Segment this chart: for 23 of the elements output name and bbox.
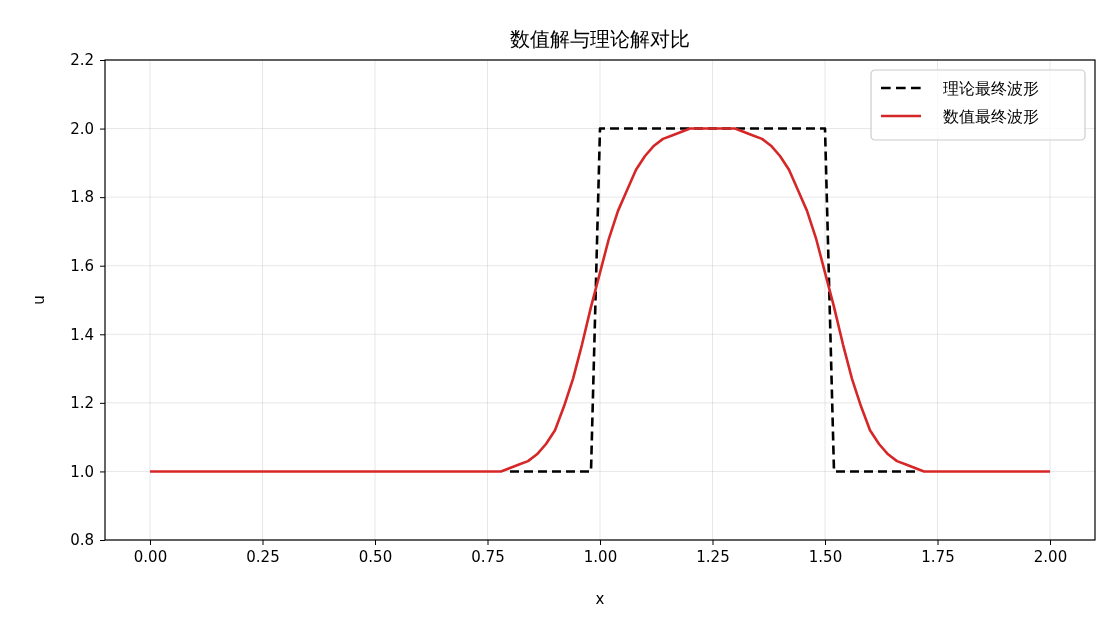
x-tick-label: 1.50 — [808, 547, 843, 566]
x-tick-label: 0.25 — [246, 547, 280, 566]
y-tick-label: 1.2 — [70, 394, 94, 413]
y-tick-label: 2.0 — [70, 119, 94, 138]
x-axis-title: x — [595, 590, 605, 608]
x-tick-label: 0.00 — [133, 547, 168, 566]
legend-label: 理论最终波形 — [943, 79, 1039, 98]
chart-title: 数值解与理论解对比 — [510, 27, 690, 51]
y-tick-label: 1.0 — [70, 462, 94, 481]
x-tick-label: 1.25 — [696, 547, 730, 566]
y-tick-label: 0.8 — [70, 531, 94, 550]
x-tick-label: 1.00 — [583, 547, 618, 566]
y-tick-label: 1.8 — [70, 188, 94, 207]
y-tick-label: 1.4 — [70, 325, 94, 344]
y-tick-label: 1.6 — [70, 257, 94, 276]
x-tick-label: 2.00 — [1033, 547, 1068, 566]
x-tick-label: 0.75 — [471, 547, 505, 566]
line-series — [148, 127, 1052, 473]
y-tick-label: 2.2 — [70, 51, 94, 70]
y-axis-title: u — [30, 295, 48, 305]
x-tick-label: 0.50 — [358, 547, 393, 566]
x-tick-label: 1.75 — [921, 547, 955, 566]
legend-label: 数值最终波形 — [943, 107, 1039, 126]
